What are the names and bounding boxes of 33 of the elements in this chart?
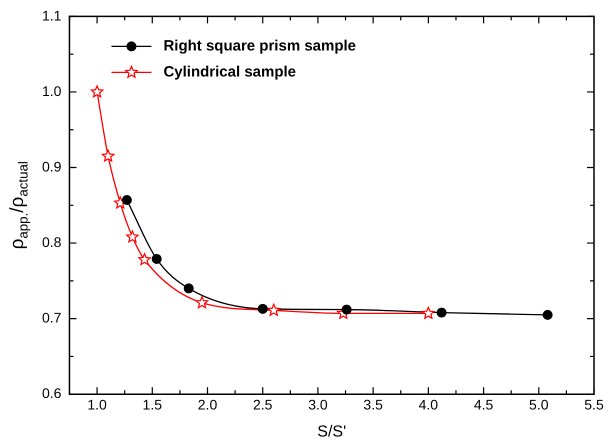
point (90, 85, 104, 98)
point (126, 230, 139, 242)
x-tick-label: 2.5 (252, 396, 273, 412)
point (184, 283, 194, 294)
x-tick-label: 4.0 (418, 396, 438, 412)
y-axis-title: ρapp./ρactual (7, 161, 30, 250)
x-tick-label: 5.0 (529, 396, 549, 412)
x-tick-label: 2.0 (198, 396, 218, 412)
point (436, 308, 447, 318)
point (542, 310, 553, 320)
x-axis-title: S/S' (317, 423, 346, 440)
y-tick-label: 0.7 (42, 310, 62, 326)
point (196, 296, 208, 308)
x-tick-label: 1.0 (87, 396, 108, 412)
y-tick-label: 0.8 (42, 234, 62, 250)
y-tick-label: 1.0 (42, 82, 62, 99)
y-tick-label: 1.1 (42, 7, 62, 24)
point (258, 304, 268, 314)
legend-label: Right square prism sample (163, 38, 356, 55)
legend-label: Cylindrical sample (163, 64, 296, 81)
point (152, 254, 162, 264)
x-tick-label: 1.5 (142, 396, 162, 412)
point (422, 306, 435, 319)
point (122, 195, 132, 206)
x-tick-label: 3.5 (363, 396, 384, 412)
y-tick-label: 0.6 (42, 385, 62, 402)
x-tick-label: 4.5 (474, 396, 494, 412)
x-tick-label: 5.5 (584, 396, 604, 412)
point (102, 150, 114, 162)
y-tick-label: 0.9 (42, 158, 62, 174)
point (138, 253, 151, 266)
point (267, 304, 280, 316)
x-tick-label: 3.0 (308, 396, 328, 412)
